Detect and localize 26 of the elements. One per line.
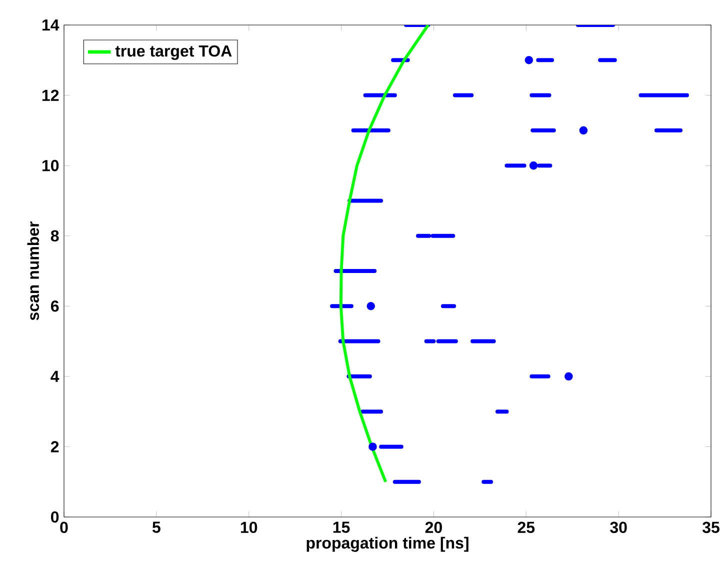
y-tick-label: 8 <box>50 230 59 242</box>
y-tick-label: 0 <box>51 511 59 523</box>
point <box>524 56 534 64</box>
x-tick-label: 5 <box>152 522 160 533</box>
point <box>564 372 573 381</box>
point <box>579 126 588 135</box>
x-tick-label: 25 <box>518 522 535 534</box>
y-tick-label: 2 <box>50 441 59 452</box>
y-tick-label: 10 <box>42 160 59 172</box>
y-tick-label: 6 <box>50 300 59 312</box>
point <box>366 302 375 310</box>
x-tick-label: 35 <box>702 522 720 534</box>
line-series <box>339 24 430 484</box>
x-tick-label: 0 <box>60 522 68 534</box>
point <box>529 161 538 170</box>
y-tick-label: 4 <box>50 370 60 382</box>
x-axis-title: propagation time [ns] <box>306 536 468 552</box>
legend-label: true target TOA <box>115 45 232 60</box>
x-tick-label: 15 <box>333 522 350 533</box>
x-tick-label: 20 <box>425 522 442 534</box>
x-tick-label: 10 <box>240 522 258 534</box>
y-tick-label: 14 <box>42 19 60 30</box>
y-axis-title: scan number <box>27 221 39 320</box>
point <box>368 442 377 451</box>
y-tick-label: 12 <box>42 90 59 101</box>
x-tick-label: 30 <box>610 522 627 534</box>
